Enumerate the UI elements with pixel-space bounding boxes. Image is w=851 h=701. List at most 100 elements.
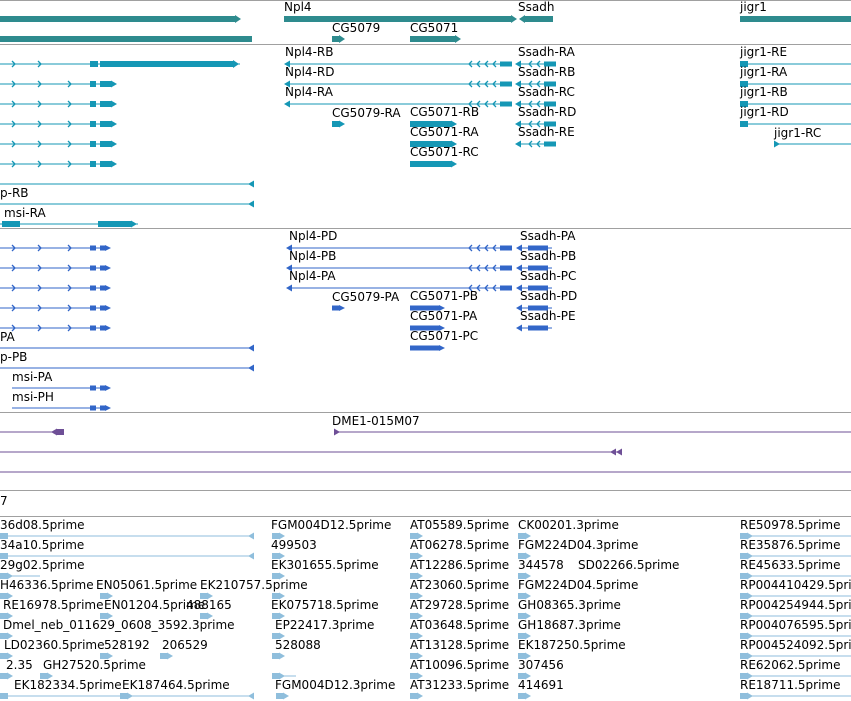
arrow-left-icon[interactable] [536,60,541,68]
est-block[interactable] [518,533,526,539]
protein-exon[interactable] [90,305,96,311]
arrow-left-icon[interactable] [468,80,473,88]
est-block[interactable] [518,693,526,699]
arrow-right-icon[interactable] [107,612,113,620]
arrow-left-icon[interactable] [248,364,254,372]
arrow-right-icon[interactable] [37,140,42,148]
arrow-left-icon[interactable] [492,264,497,272]
est-block[interactable] [518,613,526,619]
transcript-label[interactable]: jigr1-RA [740,65,788,79]
est-block[interactable] [740,653,748,659]
arrow-right-icon[interactable] [525,552,531,560]
protein-label[interactable]: CG5079-PA [332,290,400,304]
arrow-right-icon[interactable] [747,572,753,580]
protein-exon[interactable] [100,285,106,291]
transcript-exon[interactable] [740,121,748,127]
arrow-right-icon[interactable] [67,284,72,292]
est-block[interactable] [272,673,280,679]
arrow-right-icon[interactable] [111,80,117,88]
arrow-right-icon[interactable] [11,140,16,148]
est-label[interactable]: 36d08.5prime [0,518,85,532]
protein-exon[interactable] [90,385,96,391]
arrow-right-icon[interactable] [11,160,16,168]
est-block[interactable] [740,553,748,559]
protein-exon[interactable] [410,345,440,351]
est-label[interactable]: RP004410429.5prime [740,578,851,592]
protein-exon[interactable] [100,325,106,331]
transcript-label[interactable]: Npl4-RB [285,45,334,59]
gene-feature[interactable] [0,36,252,42]
arrow-left-icon[interactable] [248,344,254,352]
arrow-left-icon[interactable] [528,60,533,68]
arrow-right-icon[interactable] [525,672,531,680]
est-label[interactable]: RP004076595.5prime [740,618,851,632]
est-block[interactable] [100,613,108,619]
arrow-right-icon[interactable] [279,632,285,640]
transcript-label[interactable]: CG5071-RC [410,145,479,159]
est-label[interactable]: 528088 [275,638,321,652]
est-label[interactable]: RE16978.5prime [3,598,104,612]
est-block[interactable] [200,613,208,619]
arrow-right-icon[interactable] [7,632,13,640]
arrow-right-icon[interactable] [439,305,445,311]
est-block[interactable] [410,533,418,539]
arrow-right-icon[interactable] [105,245,111,251]
protein-exon[interactable] [500,245,512,251]
arrow-left-icon[interactable] [248,552,254,560]
arrow-left-icon[interactable] [476,244,481,252]
est-label[interactable]: SD02266.5prime [578,558,680,572]
est-label[interactable]: FGM224D04.5prime [518,578,639,592]
est-label[interactable]: GH27520.5prime [43,658,146,672]
est-label[interactable]: RE45633.5prime [740,558,841,572]
arrow-right-icon[interactable] [417,612,423,620]
arrow-right-icon[interactable] [111,140,117,148]
protein-exon[interactable] [332,305,340,311]
arrow-right-icon[interactable] [105,385,111,391]
gene-label[interactable]: Ssadh [518,0,555,14]
arrow-right-icon[interactable] [67,160,72,168]
arrow-left-icon[interactable] [515,140,521,148]
protein-exon[interactable] [500,265,512,271]
protein-exon[interactable] [90,265,96,271]
clone-feature[interactable] [56,429,64,435]
arrow-right-icon[interactable] [105,265,111,271]
arrow-right-icon[interactable] [747,652,753,660]
est-block[interactable] [410,553,418,559]
est-label[interactable]: AT05589.5prime [410,518,510,532]
est-block[interactable] [0,553,8,559]
gene-label[interactable]: jigr1 [740,0,767,14]
est-block[interactable] [272,553,280,559]
arrow-right-icon[interactable] [111,120,117,128]
arrow-left-icon[interactable] [248,200,254,208]
protein-exon[interactable] [528,245,548,251]
arrow-left-icon[interactable] [516,244,522,252]
transcript-exon[interactable] [90,81,96,87]
transcript-label[interactable]: CG5071-RB [410,105,480,119]
arrow-right-icon[interactable] [105,325,111,331]
arrow-right-icon[interactable] [439,345,445,351]
arrow-right-icon[interactable] [451,140,457,148]
protein-exon[interactable] [410,305,440,311]
est-label[interactable]: EK301655.5prime [271,558,379,572]
est-block[interactable] [740,573,748,579]
est-label[interactable]: 528192 [104,638,150,652]
transcript-exon[interactable] [544,61,556,67]
est-block[interactable] [0,593,8,599]
arrow-left-icon[interactable] [248,180,254,188]
est-label[interactable]: RE50978.5prime [740,518,841,532]
protein-exon[interactable] [90,325,96,331]
est-block[interactable] [740,693,748,699]
arrow-right-icon[interactable] [37,304,42,312]
arrow-left-icon[interactable] [484,244,489,252]
arrow-right-icon[interactable] [37,160,42,168]
protein-exon[interactable] [100,385,106,391]
est-block[interactable] [410,633,418,639]
clone-label[interactable]: DME1-015M07 [332,414,420,428]
protein-exon[interactable] [528,265,548,271]
arrow-left-icon[interactable] [484,80,489,88]
protein-label[interactable]: CG5071-PC [410,329,479,343]
arrow-right-icon[interactable] [279,572,285,580]
arrow-left-icon[interactable] [468,244,473,252]
protein-exon[interactable] [528,305,548,311]
